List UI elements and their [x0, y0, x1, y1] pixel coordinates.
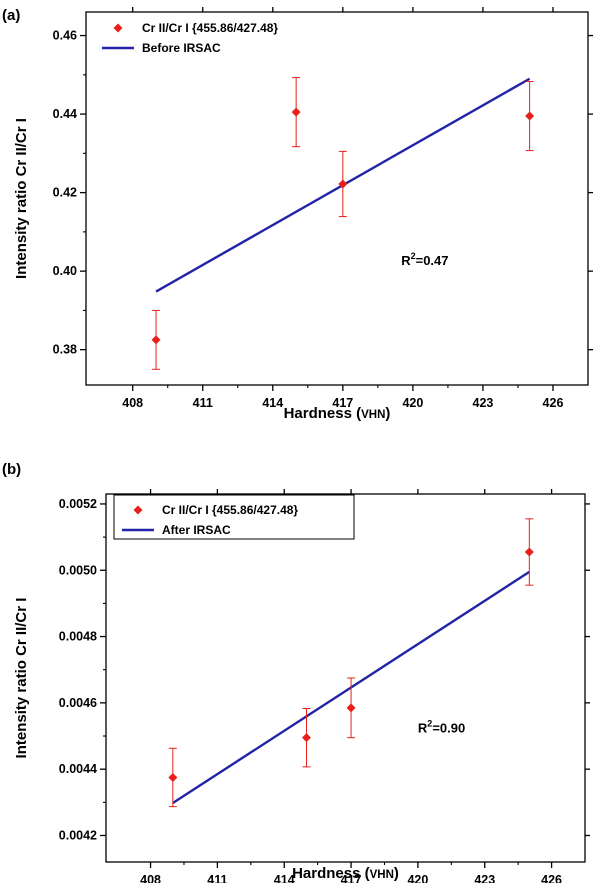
data-point [291, 107, 301, 117]
x-tick-label: 411 [207, 873, 227, 883]
legend-marker [113, 23, 123, 33]
x-tick-label: 417 [341, 873, 362, 883]
y-tick-label: 0.42 [53, 186, 77, 200]
data-point [302, 733, 312, 743]
panel-label: (b) [2, 461, 21, 478]
y-tick-label: 0.0048 [59, 630, 97, 644]
data-point [168, 772, 178, 782]
x-tick-label: 426 [541, 873, 562, 883]
y-tick-label: 0.44 [53, 107, 77, 121]
y-tick-label: 0.0042 [59, 828, 97, 842]
legend-label-points: Cr II/Cr I {455.86/427.48} [142, 21, 278, 35]
data-point [338, 179, 348, 189]
x-tick-label: 420 [402, 396, 423, 410]
x-tick-label: 414 [274, 873, 295, 883]
legend-label-points: Cr II/Cr I {455.86/427.48} [162, 503, 298, 517]
chart-panel-b: (b) 408 411 414 417 420 423 426 0.0042 0.0044 0.00… [2, 461, 590, 883]
data-point [151, 335, 161, 345]
x-tick-label: 420 [407, 873, 428, 883]
legend-marker [133, 505, 143, 515]
legend-label-line: After IRSAC [162, 523, 231, 537]
y-tick-label: 0.40 [53, 264, 77, 278]
y-tick-label: 0.0052 [59, 497, 97, 511]
x-tick-label: 408 [122, 396, 143, 410]
x-axis-title: Hardness (VHN) [292, 865, 399, 882]
y-tick-label: 0.0050 [59, 563, 97, 577]
legend-label-line: Before IRSAC [142, 41, 221, 55]
y-tick-label: 0.0046 [59, 696, 97, 710]
y-tick-label: 0.46 [53, 29, 77, 43]
panel-label: (a) [2, 7, 20, 24]
y-axis-title: Intensity ratio Cr II/Cr I [13, 118, 30, 279]
x-tick-label: 414 [262, 396, 283, 410]
x-tick-label: 423 [473, 396, 494, 410]
y-tick-label: 0.0044 [59, 762, 97, 776]
x-tick-label: 408 [140, 873, 161, 883]
x-tick-label: 423 [474, 873, 495, 883]
x-axis-title: Hardness (VHN) [284, 405, 391, 422]
x-tick-label: 411 [193, 396, 213, 410]
x-tick-label: 417 [332, 396, 353, 410]
y-tick-label: 0.38 [53, 343, 77, 357]
data-point [525, 111, 535, 121]
plot-frame [105, 493, 586, 863]
data-point [524, 547, 534, 557]
r-squared-annotation: R2=0.47 [401, 251, 448, 268]
y-axis-title: Intensity ratio Cr II/Cr I [13, 598, 30, 759]
legend-box [113, 494, 355, 540]
plot-frame [85, 11, 589, 386]
chart-panel-a: (a) 408 411 414 417 420 423 426 0.38 0.40 0.42 0.44… [2, 7, 593, 422]
data-point [346, 703, 356, 713]
x-tick-label: 426 [543, 396, 564, 410]
r-squared-annotation: R2=0.90 [418, 719, 465, 736]
